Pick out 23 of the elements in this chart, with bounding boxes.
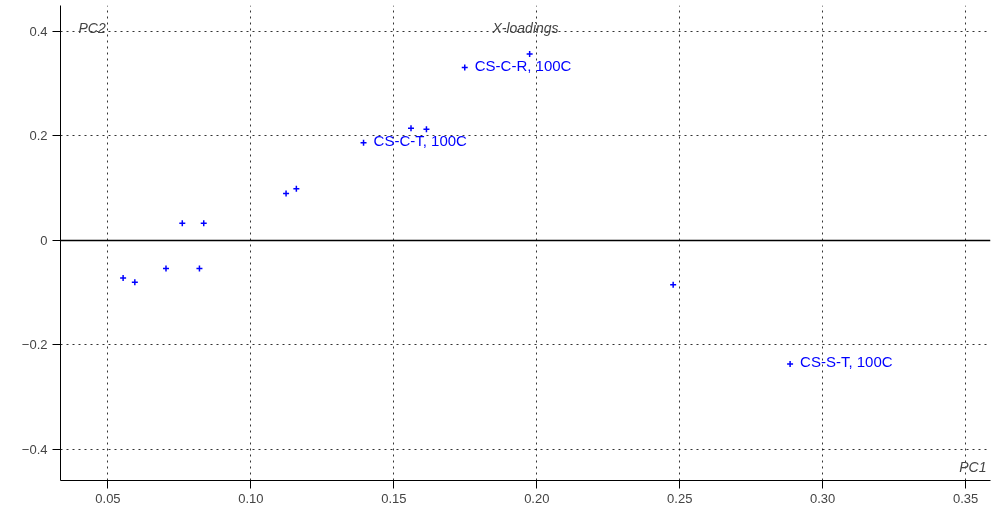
x-tick-label: 0.05 bbox=[95, 490, 121, 506]
x-tick-label: 0.30 bbox=[810, 490, 836, 506]
x-tick-label: 0.35 bbox=[952, 490, 979, 506]
y-tick-label: −0.4 bbox=[21, 441, 48, 457]
annotation: CS-C-T, 100C bbox=[373, 131, 468, 149]
x-tick-label: 0.25 bbox=[667, 490, 693, 506]
y-axis-title: PC2 bbox=[78, 19, 106, 36]
x-tick-label: 0.10 bbox=[238, 490, 264, 506]
y-tick-label: −0.2 bbox=[21, 337, 48, 353]
annotation: CS-S-T, 100C bbox=[800, 353, 893, 371]
point bbox=[786, 360, 794, 368]
y-tick-label: 0.4 bbox=[29, 24, 48, 40]
point bbox=[407, 124, 415, 132]
x-tick-label: 0.20 bbox=[524, 490, 550, 506]
text: X-loadings bbox=[491, 19, 559, 36]
x-tick-label: 0.15 bbox=[381, 490, 407, 506]
point bbox=[131, 278, 139, 286]
y-tick-label: 0.2 bbox=[29, 128, 48, 144]
y-tick-label: 0 bbox=[40, 232, 48, 248]
annotation: CS-C-R, 100C bbox=[474, 56, 572, 74]
x-axis-title: PC1 bbox=[959, 458, 987, 475]
point bbox=[669, 281, 677, 289]
point bbox=[119, 274, 127, 282]
